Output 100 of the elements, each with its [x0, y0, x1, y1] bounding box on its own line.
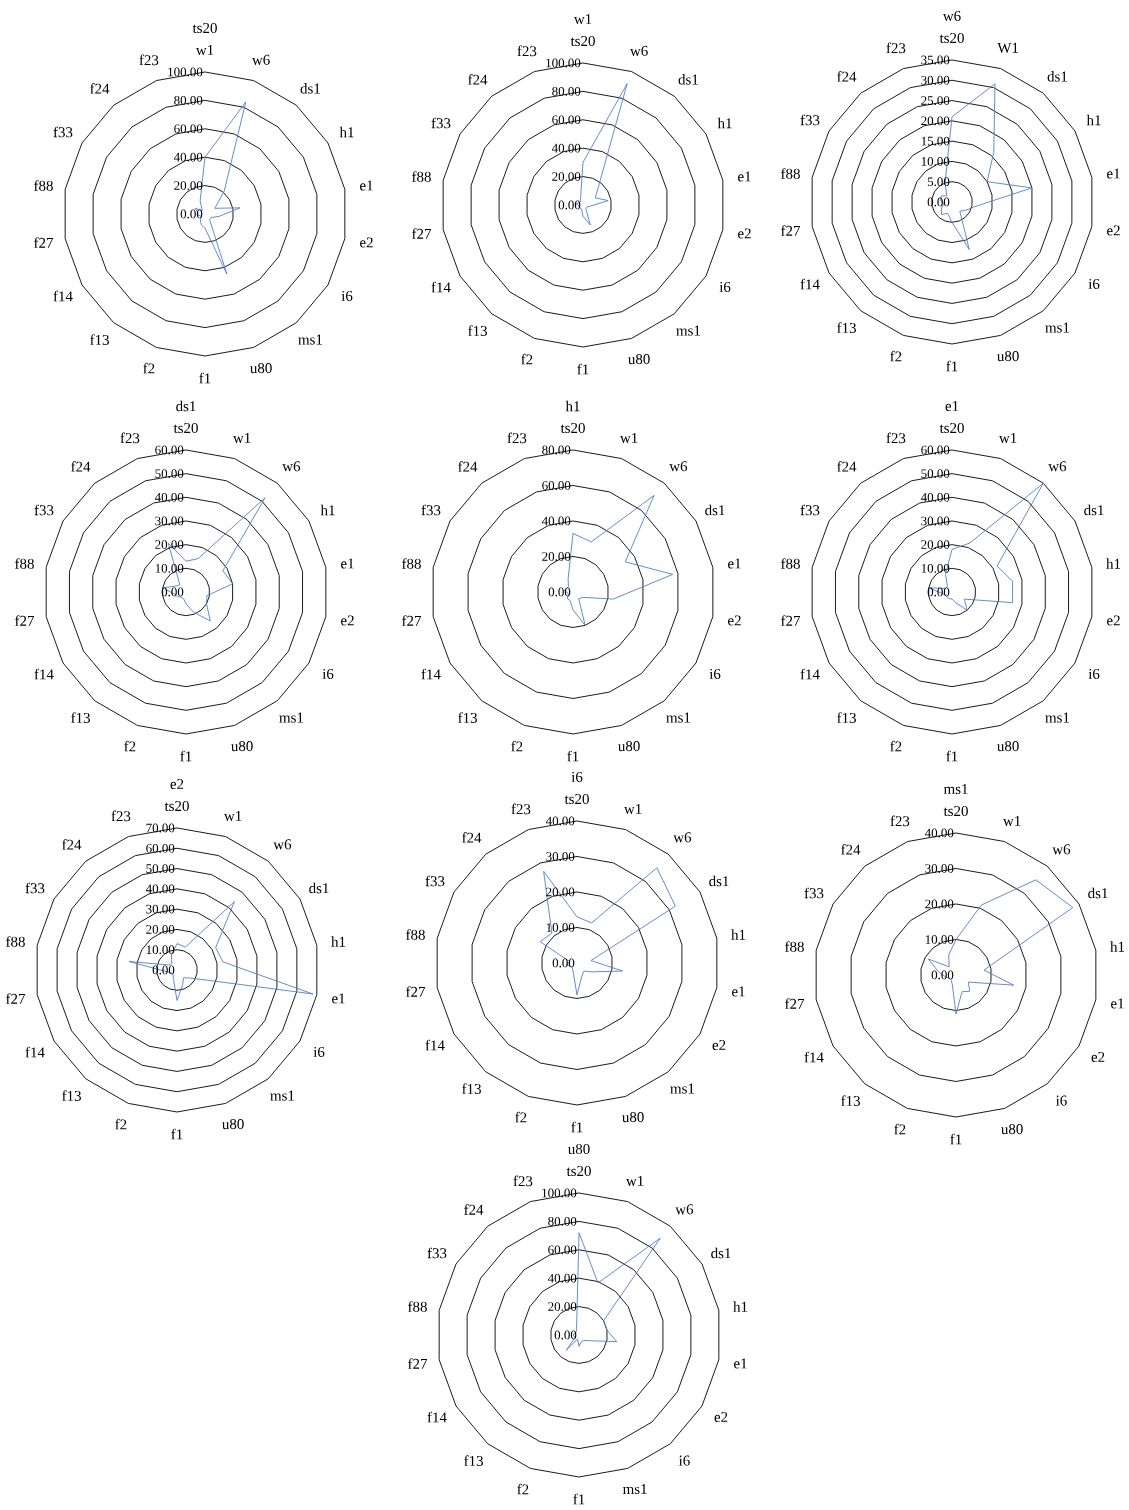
spoke-label: f2	[515, 1111, 527, 1123]
spoke-label: f23	[517, 45, 537, 57]
spoke-label: f13	[462, 1083, 481, 1094]
spoke-label: f24	[464, 1204, 484, 1215]
chart-title: e2	[170, 778, 184, 790]
spoke-label: f24	[62, 839, 82, 850]
y-tick-label: 30.00	[546, 852, 575, 861]
spoke-label: f88	[407, 1301, 427, 1312]
spoke-label: h1	[717, 117, 732, 129]
spoke-label: f14	[25, 1046, 45, 1058]
spoke-label: f1	[946, 750, 958, 762]
spoke-label: ms1	[270, 1090, 294, 1101]
chart-title: u80	[568, 1143, 590, 1155]
spoke-label: ds1	[300, 83, 320, 94]
spoke-label: f2	[511, 740, 523, 752]
y-tick-label: 60.00	[174, 124, 203, 134]
spoke-label: f14	[800, 278, 820, 290]
y-tick-label: 100.00	[168, 67, 203, 77]
y-tick-label: 0.00	[931, 970, 954, 980]
spoke-label: e1	[1107, 168, 1120, 179]
spoke-label: f1	[950, 1133, 962, 1145]
spoke-label: w6	[251, 54, 270, 65]
spoke-label: w6	[629, 45, 648, 56]
y-tick-label: 30.00	[921, 516, 950, 526]
spoke-label: ms1	[1045, 322, 1069, 333]
spoke-label: f88	[14, 558, 34, 569]
chart-title: w6	[942, 10, 961, 21]
spoke-label: e1	[734, 1358, 747, 1369]
spoke-label: f33	[421, 504, 441, 516]
spoke-label: e1	[732, 986, 745, 997]
spoke-label: f88	[405, 929, 425, 940]
y-tick-label: 0.00	[152, 965, 175, 975]
y-tick-label: 40.00	[924, 828, 954, 838]
spoke-label: h1	[320, 504, 335, 516]
spoke-label: ms1	[298, 334, 322, 345]
spoke-label: f24	[90, 83, 110, 94]
y-tick-label: 50.00	[921, 469, 950, 479]
spoke-label: f24	[837, 461, 857, 472]
spoke-label: f33	[431, 117, 451, 129]
spoke-label: h1	[331, 936, 346, 947]
spoke-label: u80	[628, 354, 650, 365]
y-tick-label: 0.00	[552, 958, 575, 968]
y-tick-label: 40.00	[547, 1273, 577, 1283]
spoke-label: w1	[232, 432, 251, 443]
spoke-label: i6	[1088, 668, 1100, 679]
spoke-label: f2	[890, 350, 902, 362]
spoke-label: w6	[273, 839, 292, 850]
spoke-label: e1	[332, 993, 345, 1004]
spoke-label: e1	[728, 558, 741, 569]
y-tick-label: 70.00	[146, 823, 175, 833]
y-tick-label: 50.00	[146, 864, 175, 873]
spoke-label: e1	[738, 171, 751, 182]
spoke-label: f13	[464, 1455, 483, 1466]
spoke-label: w6	[669, 461, 688, 472]
spoke-label: f23	[886, 432, 906, 444]
spoke-label: f14	[427, 1411, 447, 1423]
spoke-label: f2	[521, 353, 533, 365]
spoke-label: i6	[341, 290, 353, 301]
spoke-label: w6	[673, 832, 692, 843]
spoke-label: f27	[405, 986, 426, 997]
spoke-label: ms1	[279, 712, 303, 723]
spoke-label: f13	[90, 334, 109, 345]
spoke-label: ts20	[173, 422, 198, 434]
y-tick-label: 20.00	[548, 1302, 577, 1311]
y-tick-label: 10.00	[146, 945, 175, 955]
spoke-label: f88	[411, 171, 431, 182]
spoke-label: f13	[62, 1090, 81, 1101]
spoke-label: f33	[425, 875, 445, 887]
y-tick-label: 40.00	[154, 492, 184, 502]
chart-title: ms1	[943, 783, 968, 794]
spoke-label: f23	[886, 42, 906, 54]
spoke-label: ms1	[666, 712, 690, 723]
spoke-label: w6	[1048, 461, 1067, 472]
y-tick-label: 60.00	[146, 843, 175, 853]
spoke-label: e1	[1111, 998, 1124, 1009]
spoke-label: e2	[1107, 225, 1120, 236]
spoke-label: f24	[468, 74, 488, 85]
spoke-label: ds1	[709, 875, 729, 887]
spoke-label: i6	[1055, 1095, 1067, 1106]
y-tick-label: 35.00	[921, 55, 950, 65]
spoke-label: f33	[34, 504, 54, 516]
spoke-label: f13	[837, 712, 856, 723]
spoke-label: f27	[33, 237, 54, 248]
spoke-label: f88	[785, 941, 804, 952]
spoke-label: w6	[282, 461, 301, 472]
spoke-label: f33	[800, 504, 820, 516]
y-tick-label: 20.00	[921, 116, 950, 126]
spoke-label: f23	[111, 810, 131, 822]
spoke-label: f2	[890, 740, 902, 752]
spoke-label: e1	[360, 180, 373, 191]
spoke-label: ts20	[939, 422, 964, 434]
spoke-label: f27	[407, 1358, 428, 1369]
spoke-label: W1	[997, 42, 1018, 53]
spoke-label: ms1	[676, 325, 700, 336]
spoke-label: f27	[5, 993, 26, 1004]
spoke-label: e1	[341, 558, 354, 569]
spoke-label: ts20	[164, 800, 189, 812]
spoke-label: ms1	[622, 1484, 647, 1495]
spoke-label: f88	[781, 168, 800, 179]
spoke-label: ds1	[309, 882, 329, 894]
